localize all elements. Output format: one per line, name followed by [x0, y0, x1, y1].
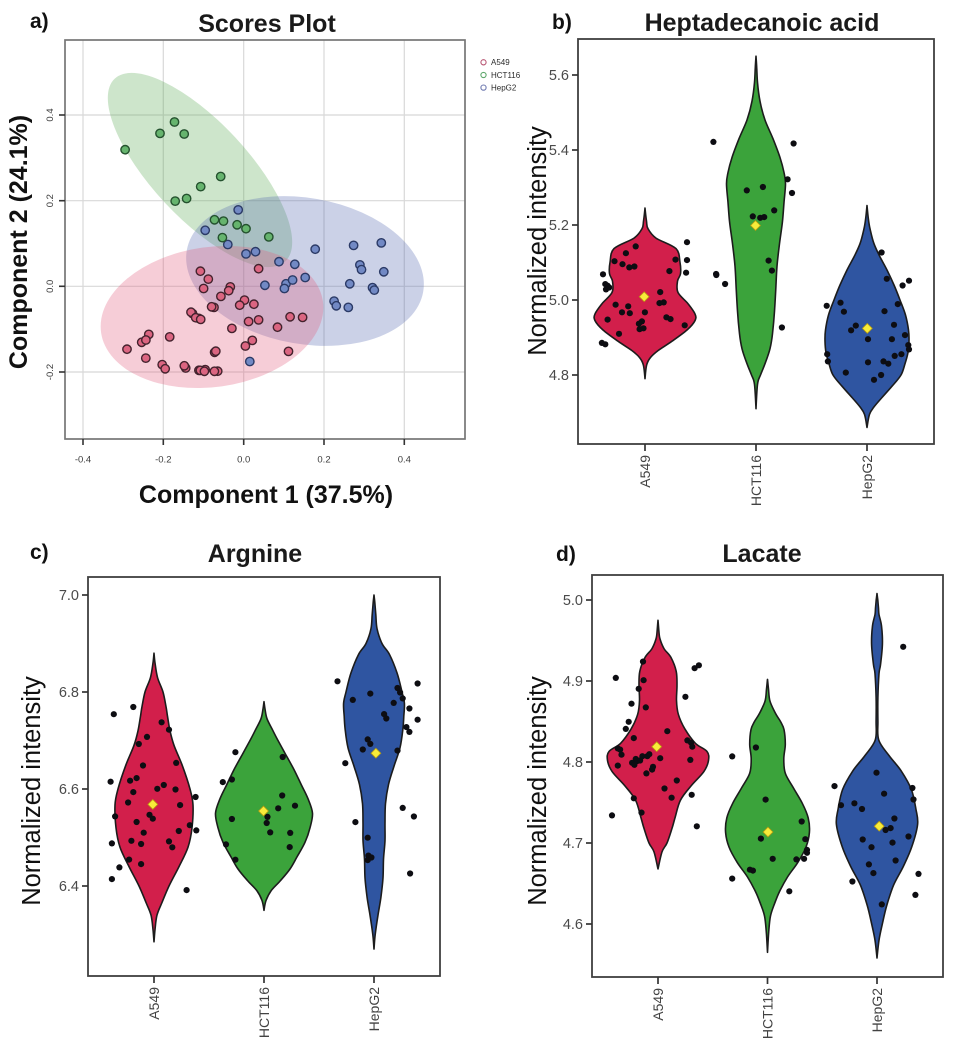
svg-text:0.4: 0.4: [45, 108, 56, 121]
svg-text:6.4: 6.4: [59, 879, 79, 895]
svg-text:4.8: 4.8: [549, 368, 569, 384]
svg-text:d): d): [556, 543, 576, 566]
svg-text:0.2: 0.2: [45, 194, 56, 207]
svg-text:5.4: 5.4: [549, 143, 569, 159]
svg-text:-0.2: -0.2: [45, 364, 56, 380]
svg-text:A549: A549: [146, 987, 162, 1020]
svg-text:Component 2 (24.1%): Component 2 (24.1%): [5, 115, 33, 369]
svg-text:HepG2: HepG2: [366, 987, 382, 1032]
svg-text:A549: A549: [637, 455, 653, 488]
svg-text:HCT116: HCT116: [748, 455, 764, 506]
svg-text:5.6: 5.6: [549, 68, 569, 84]
svg-text:Component 1 (37.5%): Component 1 (37.5%): [139, 481, 393, 509]
svg-text:A549: A549: [491, 58, 510, 67]
svg-text:b): b): [552, 11, 572, 34]
svg-text:HCT116: HCT116: [760, 988, 776, 1039]
svg-text:Normalized intensity: Normalized intensity: [524, 676, 552, 906]
svg-text:a): a): [30, 10, 49, 33]
svg-text:Normalized intensity: Normalized intensity: [524, 126, 552, 356]
svg-text:7.0: 7.0: [59, 588, 79, 604]
svg-text:4.7: 4.7: [563, 836, 583, 852]
svg-text:-0.4: -0.4: [75, 455, 91, 466]
svg-text:4.8: 4.8: [563, 755, 583, 771]
svg-text:HepG2: HepG2: [491, 83, 517, 92]
svg-text:Normalized intensity: Normalized intensity: [18, 676, 46, 906]
svg-text:-0.2: -0.2: [155, 455, 171, 466]
svg-text:HCT116: HCT116: [256, 987, 272, 1038]
svg-text:HCT116: HCT116: [491, 71, 521, 80]
svg-text:4.6: 4.6: [563, 917, 583, 933]
svg-text:HepG2: HepG2: [869, 988, 885, 1033]
svg-text:Heptadecanoic acid: Heptadecanoic acid: [645, 9, 880, 37]
svg-text:Argnine: Argnine: [208, 540, 303, 568]
svg-text:0.4: 0.4: [398, 455, 411, 466]
svg-text:5.0: 5.0: [563, 593, 583, 609]
svg-text:5.0: 5.0: [549, 293, 569, 309]
svg-text:6.6: 6.6: [59, 782, 79, 798]
svg-text:0.0: 0.0: [45, 280, 56, 293]
svg-text:A549: A549: [650, 988, 666, 1021]
svg-text:Lacate: Lacate: [722, 540, 801, 568]
svg-text:Scores Plot: Scores Plot: [198, 10, 336, 38]
svg-text:HepG2: HepG2: [859, 455, 875, 500]
svg-text:c): c): [30, 541, 49, 564]
svg-text:0.2: 0.2: [317, 455, 330, 466]
svg-text:4.9: 4.9: [563, 674, 583, 690]
svg-text:6.8: 6.8: [59, 685, 79, 701]
svg-text:0.0: 0.0: [237, 455, 250, 466]
svg-text:5.2: 5.2: [549, 218, 569, 234]
